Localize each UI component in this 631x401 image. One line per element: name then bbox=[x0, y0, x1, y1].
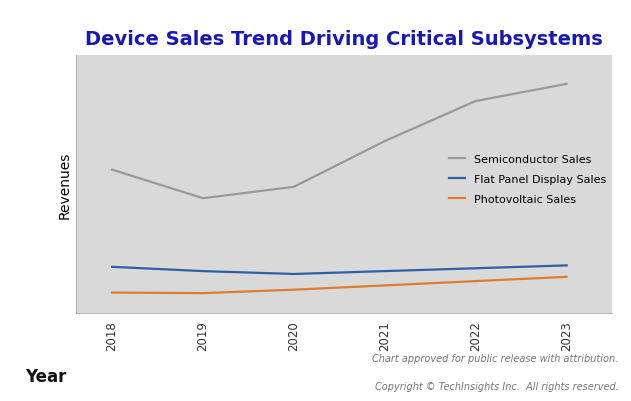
Text: Chart approved for public release with attribution.: Chart approved for public release with a… bbox=[372, 353, 618, 363]
Semiconductor Sales bbox=[199, 196, 207, 201]
Semiconductor Sales bbox=[472, 99, 480, 104]
Flat Panel Display Sales bbox=[290, 272, 298, 277]
Text: Copyright © TechInsights Inc.  All rights reserved.: Copyright © TechInsights Inc. All rights… bbox=[375, 381, 618, 391]
Semiconductor Sales bbox=[109, 168, 116, 172]
Flat Panel Display Sales bbox=[472, 266, 480, 271]
Photovoltaic Sales bbox=[199, 291, 207, 296]
Photovoltaic Sales bbox=[109, 290, 116, 295]
Flat Panel Display Sales bbox=[109, 265, 116, 269]
Semiconductor Sales bbox=[290, 185, 298, 190]
Photovoltaic Sales bbox=[290, 288, 298, 292]
Legend: Semiconductor Sales, Flat Panel Display Sales, Photovoltaic Sales: Semiconductor Sales, Flat Panel Display … bbox=[449, 154, 606, 204]
Flat Panel Display Sales bbox=[199, 269, 207, 274]
Flat Panel Display Sales bbox=[563, 263, 570, 268]
Photovoltaic Sales bbox=[472, 279, 480, 284]
Text: Year: Year bbox=[25, 367, 67, 385]
Line: Semiconductor Sales: Semiconductor Sales bbox=[112, 85, 567, 199]
Line: Flat Panel Display Sales: Flat Panel Display Sales bbox=[112, 266, 567, 274]
Semiconductor Sales bbox=[381, 139, 389, 144]
Semiconductor Sales bbox=[563, 82, 570, 87]
Title: Device Sales Trend Driving Critical Subsystems: Device Sales Trend Driving Critical Subs… bbox=[85, 30, 603, 49]
Photovoltaic Sales bbox=[381, 283, 389, 288]
Flat Panel Display Sales bbox=[381, 269, 389, 274]
Y-axis label: Revenues: Revenues bbox=[57, 151, 71, 218]
Photovoltaic Sales bbox=[563, 275, 570, 279]
Line: Photovoltaic Sales: Photovoltaic Sales bbox=[112, 277, 567, 294]
